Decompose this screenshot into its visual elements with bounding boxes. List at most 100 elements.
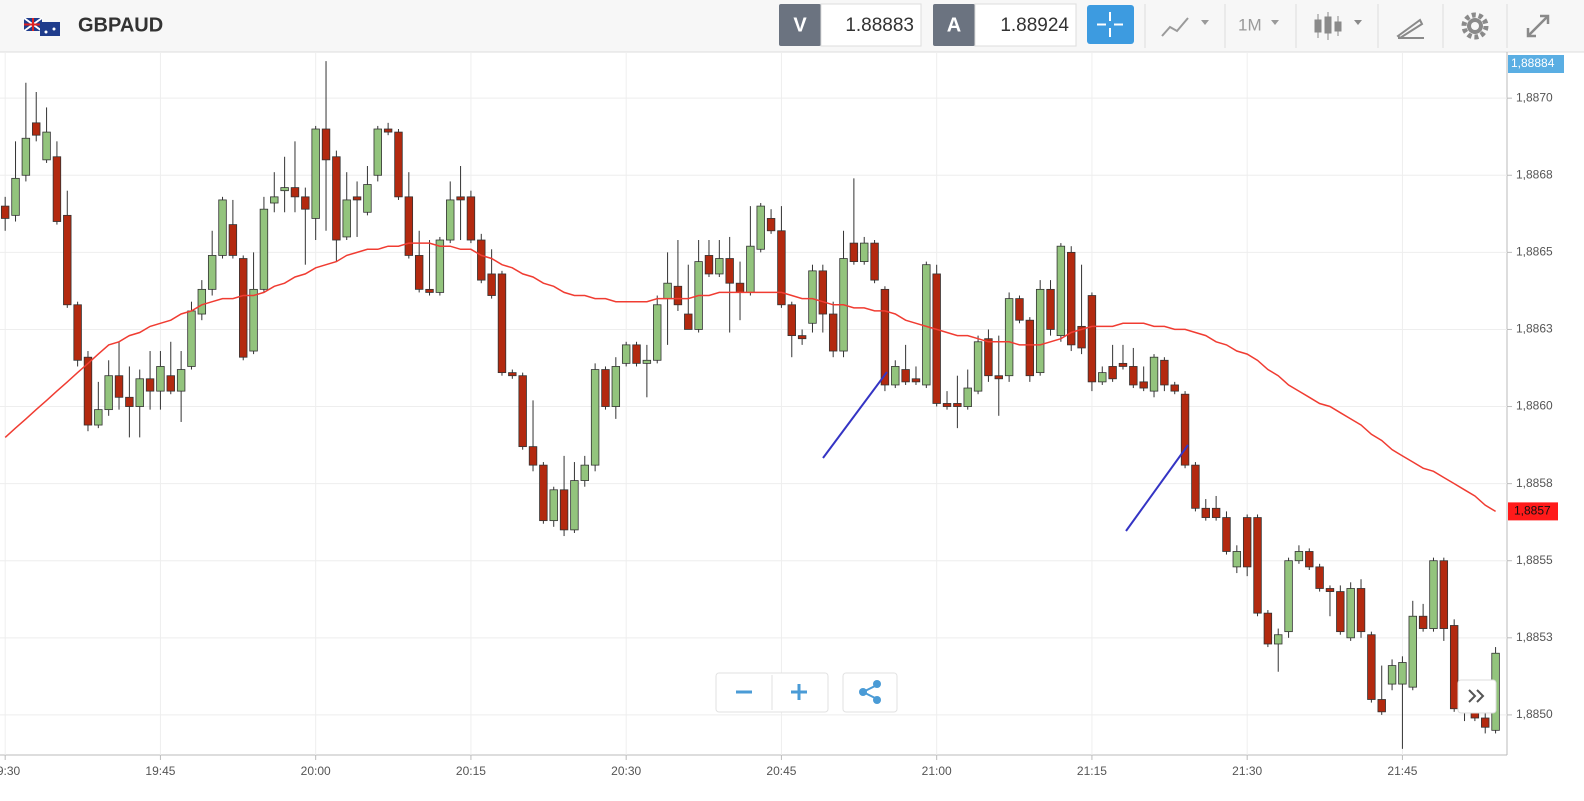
- trend-line[interactable]: [1125, 444, 1189, 532]
- settings-button[interactable]: [1461, 12, 1489, 40]
- candle-body: [777, 230, 786, 306]
- candle-body: [1160, 359, 1169, 386]
- candle-body: [1170, 384, 1179, 392]
- candle-body: [984, 338, 993, 377]
- symbol: GBPAUD: [78, 14, 163, 36]
- zoom-in-button[interactable]: [791, 684, 807, 700]
- candle-body: [891, 366, 900, 386]
- timeframe-caret: [1271, 20, 1279, 25]
- drawing-tool-button[interactable]: [1396, 18, 1424, 40]
- candle-body: [145, 378, 155, 392]
- candle-body: [176, 369, 186, 392]
- candle-body: [166, 375, 175, 392]
- candle-body: [1429, 560, 1438, 629]
- candle-body: [787, 304, 796, 337]
- candle-body: [860, 242, 869, 263]
- flag-icon: [23, 17, 60, 36]
- zoom-controls: [715, 672, 829, 713]
- candle-body: [394, 131, 403, 198]
- candle-body: [1274, 634, 1283, 645]
- crosshair-button[interactable]: [1087, 5, 1134, 44]
- y-tick-label: 1,8863: [1516, 322, 1553, 336]
- x-tick-label: 20:30: [611, 764, 641, 778]
- candle-body: [1325, 588, 1335, 592]
- candle-body: [994, 375, 1003, 380]
- candle-body: [673, 285, 683, 306]
- candle-body: [601, 369, 610, 407]
- candle-body: [1242, 517, 1252, 568]
- x-tick-label: 20:45: [766, 764, 796, 778]
- candle-body: [21, 137, 31, 176]
- y-tick-label: 1,8870: [1516, 90, 1553, 104]
- candle-body: [1232, 551, 1242, 568]
- candle-body: [311, 128, 320, 219]
- candle-body: [963, 387, 972, 407]
- y-tick-label: 1,8853: [1516, 630, 1553, 644]
- candle-body: [704, 255, 714, 275]
- candle-body: [1139, 381, 1148, 389]
- candle-body: [321, 128, 331, 161]
- trend-line[interactable]: [822, 371, 888, 459]
- candle-body: [1439, 560, 1449, 629]
- candle-body: [1180, 393, 1190, 466]
- candle-body: [901, 369, 910, 383]
- candle-style-button[interactable]: [1314, 12, 1362, 40]
- candle-body: [11, 177, 20, 216]
- candle-body: [63, 214, 72, 306]
- candle-body: [808, 270, 817, 324]
- scroll-right-button[interactable]: [1457, 679, 1497, 714]
- candle-body: [228, 224, 238, 256]
- candle-body: [663, 282, 672, 300]
- candle-body: [73, 304, 82, 361]
- toolbar-separators: [1144, 4, 1508, 48]
- candle-body: [1408, 615, 1417, 688]
- candle-body: [207, 255, 217, 290]
- y-tick-label: 1,8850: [1516, 707, 1553, 721]
- candle-body: [942, 403, 952, 407]
- candle-body: [301, 196, 310, 210]
- candle-body: [1263, 612, 1273, 645]
- candle-body: [352, 196, 362, 201]
- timeframe[interactable]: 1M: [1238, 15, 1262, 34]
- candle-body: [1118, 362, 1128, 367]
- candle-body: [197, 288, 207, 315]
- last-price-label: 1,8857: [1514, 504, 1551, 518]
- candle-body: [1035, 288, 1045, 374]
- candle-body: [870, 242, 879, 281]
- ask-price: 1.88924: [1000, 15, 1069, 36]
- candle-body: [466, 196, 476, 241]
- candle-body: [363, 184, 372, 213]
- share-button[interactable]: [842, 672, 898, 713]
- candle-body: [528, 446, 538, 466]
- candle-body: [1346, 588, 1355, 639]
- candle-body: [756, 205, 765, 250]
- bid-button[interactable]: [779, 4, 821, 46]
- candle-body: [104, 375, 113, 411]
- candle-body: [42, 131, 51, 161]
- candle-body: [1336, 591, 1345, 633]
- candle-body: [849, 242, 859, 263]
- bid-label: V: [793, 14, 807, 36]
- candle-body: [456, 196, 465, 201]
- candle-body: [280, 187, 289, 192]
- candle-body: [1004, 298, 1014, 377]
- candle-body: [1481, 717, 1490, 728]
- quote-tag-label: 1,88884: [1511, 56, 1555, 70]
- chart-type-button[interactable]: [1161, 17, 1209, 37]
- candle-body: [32, 122, 41, 136]
- candle-body: [715, 258, 724, 275]
- bid-box: [820, 3, 922, 47]
- candle-body: [1025, 319, 1035, 377]
- y-tick-label: 1,8868: [1516, 167, 1553, 181]
- candle-body: [1367, 634, 1376, 700]
- candle-body: [1449, 625, 1459, 710]
- candle-body: [187, 310, 196, 367]
- candle-body: [559, 489, 569, 531]
- candle-body: [611, 366, 621, 407]
- candle-body: [508, 372, 517, 377]
- fullscreen-button[interactable]: [1526, 14, 1550, 38]
- candle-body: [239, 258, 248, 358]
- candle-body: [549, 489, 558, 522]
- ask-box: [974, 3, 1077, 47]
- ask-button[interactable]: [933, 4, 975, 46]
